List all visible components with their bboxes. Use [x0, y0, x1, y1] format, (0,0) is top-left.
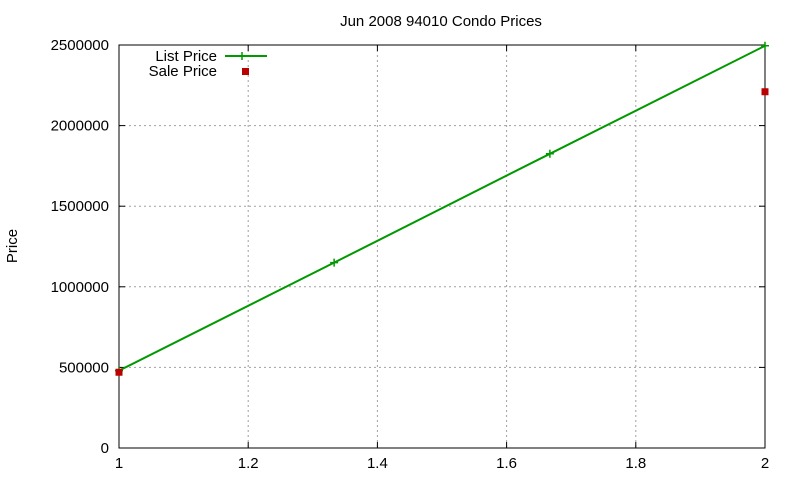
- y-tick-label: 1500000: [51, 198, 109, 215]
- y-tick-label: 2000000: [51, 118, 109, 135]
- x-tick-label: 1.8: [625, 455, 646, 472]
- legend-label-sale-price: Sale Price: [149, 63, 217, 80]
- sale-price-point: [761, 88, 769, 96]
- y-tick-label: 1000000: [51, 279, 109, 296]
- legend-marker-list-price: [238, 52, 246, 60]
- legend-marker-sale-price: [242, 68, 249, 75]
- y-tick-label: 0: [101, 440, 109, 457]
- y-tick-label: 2500000: [51, 37, 109, 54]
- sale-price-point: [115, 368, 123, 376]
- y-axis: 0 500000 1000000 1500000 2000000 2500000: [51, 37, 765, 457]
- legend: List Price Sale Price: [149, 48, 267, 80]
- y-axis-label: Price: [4, 229, 21, 263]
- x-tick-label: 1.4: [367, 455, 388, 472]
- chart-title: Jun 2008 94010 Condo Prices: [340, 13, 542, 30]
- x-tick-label: 1: [115, 455, 123, 472]
- legend-label-list-price: List Price: [155, 48, 217, 65]
- series-line-list-price: [118, 44, 766, 372]
- list-price-point: [330, 258, 339, 267]
- plot-frame: [118, 44, 766, 449]
- x-tick-label: 1.2: [238, 455, 259, 472]
- series-layer: [115, 41, 769, 376]
- list-price-point: [545, 149, 554, 158]
- x-axis: 1 1.2 1.4 1.6 1.8 2: [115, 45, 769, 472]
- grid: [119, 45, 765, 448]
- x-tick-label: 2: [761, 455, 769, 472]
- list-price-point: [761, 41, 769, 50]
- y-tick-label: 500000: [59, 359, 109, 376]
- x-tick-label: 1.6: [496, 455, 517, 472]
